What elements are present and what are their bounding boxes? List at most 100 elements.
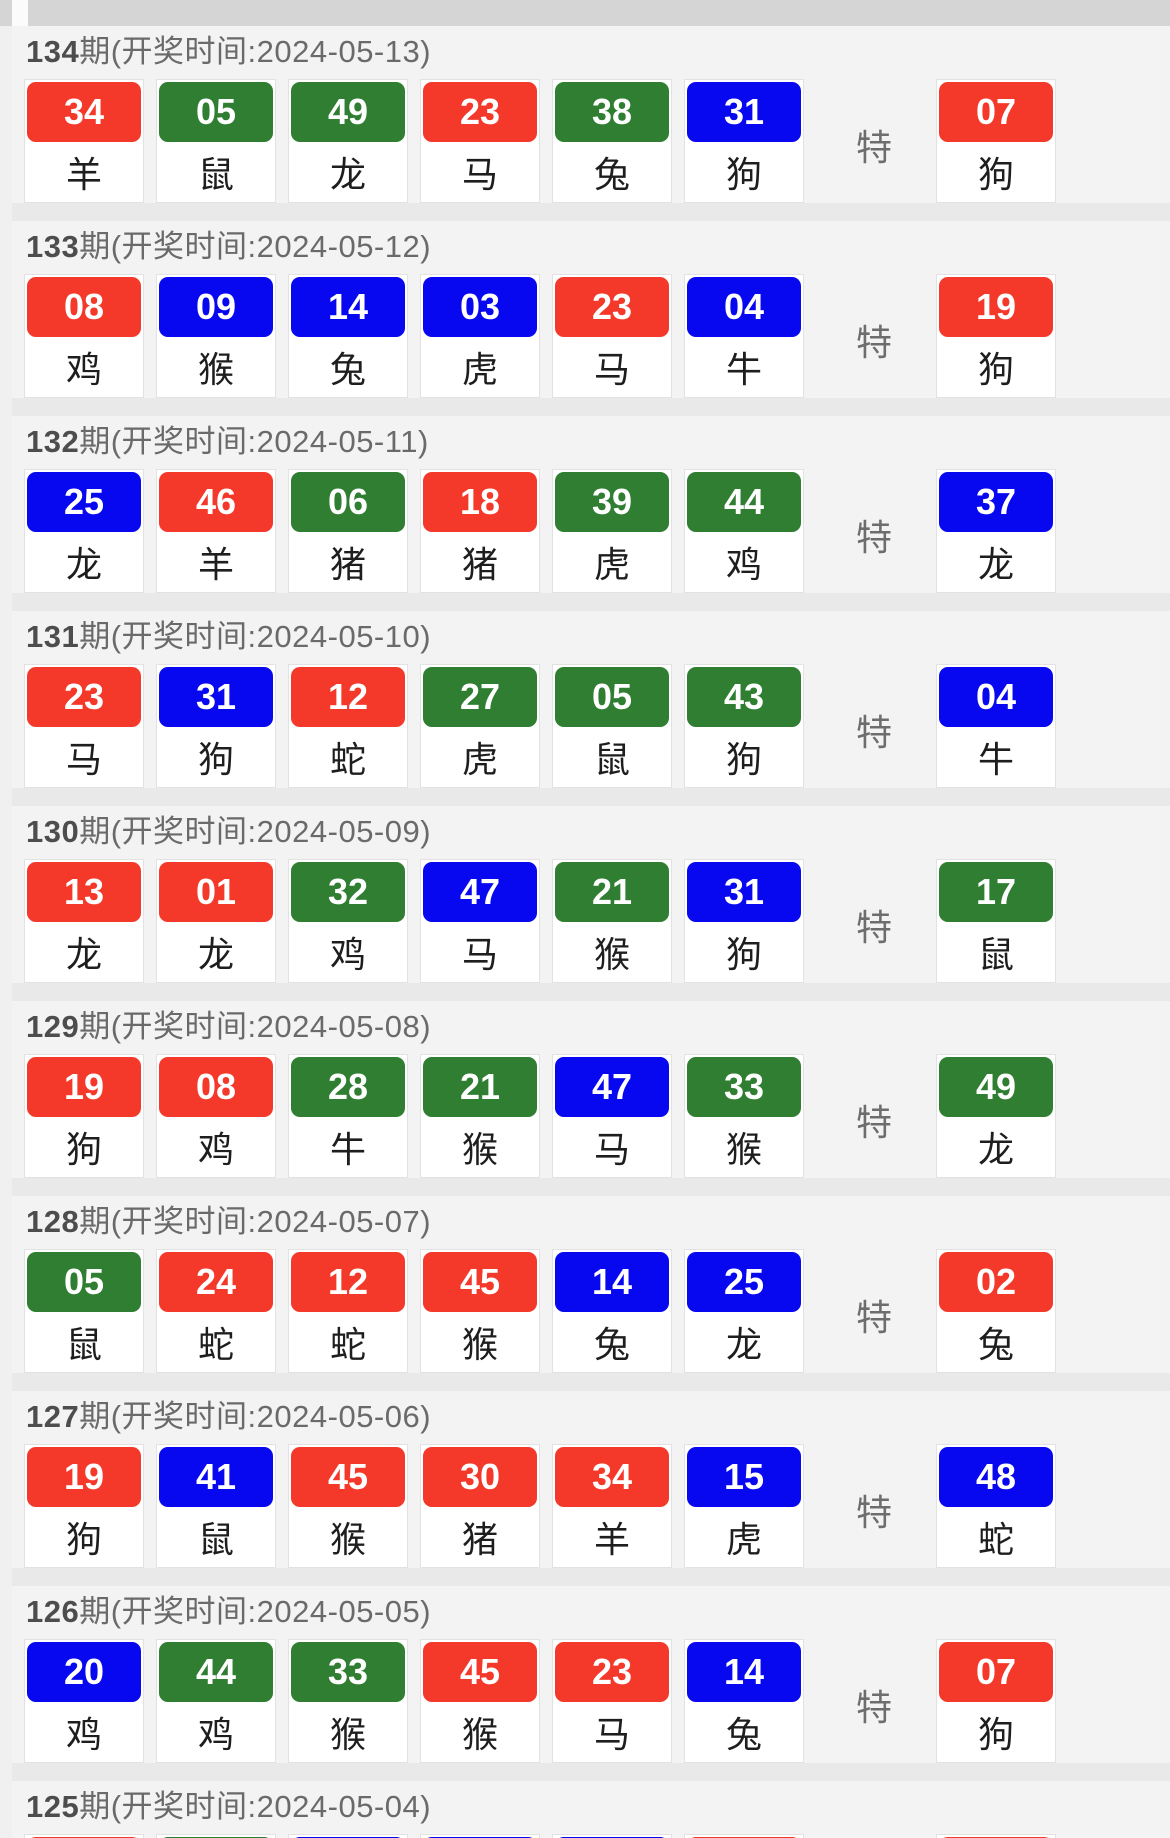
- ball-zodiac: 猴: [329, 1519, 366, 1560]
- ball-number: 19: [27, 1447, 141, 1507]
- ball-number: 06: [291, 472, 405, 532]
- ball-zodiac: 龙: [65, 934, 102, 975]
- ball-number: 14: [291, 277, 405, 337]
- ball-zodiac: 猪: [461, 1519, 498, 1560]
- ball-number: 25: [687, 1252, 801, 1312]
- left-page-edge: [0, 26, 12, 1838]
- ball-zodiac: 猴: [725, 1129, 762, 1170]
- ball-number: 31: [687, 862, 801, 922]
- ball-cell: 09 猴: [156, 274, 276, 398]
- special-ball-zodiac: 龙: [977, 544, 1014, 585]
- ball-cell: [24, 1834, 144, 1838]
- ball-zodiac: 鸡: [197, 1714, 234, 1755]
- ball-number: 23: [555, 277, 669, 337]
- ball-cell: 45 猴: [420, 1249, 540, 1373]
- special-ball-cell: [936, 1834, 1056, 1838]
- draw-header-rest: 期(开奖时间:2024-05-13): [79, 34, 432, 69]
- draw-block: 129期(开奖时间:2024-05-08) 19 狗 08 鸡 28 牛 21 …: [0, 1001, 1170, 1178]
- draw-header: 129期(开奖时间:2024-05-08): [0, 1007, 1170, 1047]
- ball-number: 23: [423, 82, 537, 142]
- ball-zodiac: 马: [593, 1129, 630, 1170]
- ball-number: 04: [687, 277, 801, 337]
- ball-cell: [420, 1834, 540, 1838]
- special-ball-cell: 49 龙: [936, 1054, 1056, 1178]
- ball-zodiac: 牛: [725, 349, 762, 390]
- draw-header-rest: 期(开奖时间:2024-05-10): [79, 619, 432, 654]
- ball-zodiac: 龙: [197, 934, 234, 975]
- ball-cell: 32 鸡: [288, 859, 408, 983]
- special-group: 特 07 狗: [816, 79, 1068, 203]
- ball-cell: 03 虎: [420, 274, 540, 398]
- draw-header: 131期(开奖时间:2024-05-10): [0, 617, 1170, 657]
- special-ball-number: 04: [939, 667, 1053, 727]
- ball-zodiac: 猴: [593, 934, 630, 975]
- special-ball-number: 48: [939, 1447, 1053, 1507]
- draw-period: 133: [26, 229, 80, 264]
- ball-zodiac: 猴: [329, 1714, 366, 1755]
- special-ball-zodiac: 龙: [977, 1129, 1014, 1170]
- ball-number: 23: [555, 1642, 669, 1702]
- ball-cell: 31 狗: [684, 79, 804, 203]
- ball-number: 28: [291, 1057, 405, 1117]
- ball-number: 14: [687, 1642, 801, 1702]
- draw-block: 134期(开奖时间:2024-05-13) 34 羊 05 鼠 49 龙 23 …: [0, 26, 1170, 203]
- ball-zodiac: 兔: [329, 349, 366, 390]
- draw-header: 132期(开奖时间:2024-05-11): [0, 422, 1170, 462]
- ball-zodiac: 狗: [65, 1129, 102, 1170]
- draw-block: 132期(开奖时间:2024-05-11) 25 龙 46 羊 06 猪 18 …: [0, 416, 1170, 593]
- draw-header: 130期(开奖时间:2024-05-09): [0, 812, 1170, 852]
- ball-cell: 46 羊: [156, 469, 276, 593]
- ball-zodiac: 蛇: [329, 739, 366, 780]
- ball-cell: 23 马: [24, 664, 144, 788]
- ball-zodiac: 猴: [197, 349, 234, 390]
- special-ball-zodiac: 狗: [977, 154, 1014, 195]
- draw-header: 128期(开奖时间:2024-05-07): [0, 1202, 1170, 1242]
- draw-row: 19 狗 41 鼠 45 猴 30 猪 34 羊 15 虎 特 48 蛇: [0, 1444, 1170, 1568]
- draw-header-rest: 期(开奖时间:2024-05-08): [79, 1009, 432, 1044]
- draw-block: 126期(开奖时间:2024-05-05) 20 鸡 44 鸡 33 猴 45 …: [0, 1586, 1170, 1763]
- ball-zodiac: 狗: [197, 739, 234, 780]
- ball-number: 08: [159, 1057, 273, 1117]
- special-ball-number: 02: [939, 1252, 1053, 1312]
- ball-zodiac: 龙: [329, 154, 366, 195]
- ball-zodiac: 鸡: [65, 1714, 102, 1755]
- ball-zodiac: 狗: [725, 934, 762, 975]
- ball-number: 33: [291, 1642, 405, 1702]
- ball-cell: [552, 1834, 672, 1838]
- top-divider-bar: [0, 0, 1170, 26]
- ball-cell: 31 狗: [684, 859, 804, 983]
- ball-zodiac: 虎: [461, 349, 498, 390]
- special-ball-number: 19: [939, 277, 1053, 337]
- ball-zodiac: 鼠: [197, 154, 234, 195]
- ball-zodiac: 鸡: [725, 544, 762, 585]
- special-group: 特 49 龙: [816, 1054, 1068, 1178]
- draw-row: 25 龙 46 羊 06 猪 18 猪 39 虎 44 鸡 特 37 龙: [0, 469, 1170, 593]
- ball-zodiac: 马: [593, 349, 630, 390]
- ball-zodiac: 马: [461, 154, 498, 195]
- ball-zodiac: 狗: [725, 739, 762, 780]
- ball-cell: 06 猪: [288, 469, 408, 593]
- special-label: 特: [855, 712, 892, 753]
- ball-number: 45: [291, 1447, 405, 1507]
- ball-number: 15: [687, 1447, 801, 1507]
- ball-number: 09: [159, 277, 273, 337]
- ball-cell: 43 狗: [684, 664, 804, 788]
- ball-cell: 05 鼠: [552, 664, 672, 788]
- ball-number: 03: [423, 277, 537, 337]
- ball-cell: 13 龙: [24, 859, 144, 983]
- ball-cell: [684, 1834, 804, 1838]
- ball-zodiac: 狗: [725, 154, 762, 195]
- draw-header-rest: 期(开奖时间:2024-05-06): [79, 1399, 432, 1434]
- ball-number: 46: [159, 472, 273, 532]
- special-ball-number: 17: [939, 862, 1053, 922]
- ball-number: 05: [27, 1252, 141, 1312]
- special-ball-number: 37: [939, 472, 1053, 532]
- special-ball-zodiac: 狗: [977, 349, 1014, 390]
- ball-number: 13: [27, 862, 141, 922]
- ball-cell: 33 猴: [684, 1054, 804, 1178]
- ball-cell: 30 猪: [420, 1444, 540, 1568]
- ball-number: 31: [159, 667, 273, 727]
- ball-number: 39: [555, 472, 669, 532]
- ball-zodiac: 猪: [329, 544, 366, 585]
- ball-cell: 05 鼠: [156, 79, 276, 203]
